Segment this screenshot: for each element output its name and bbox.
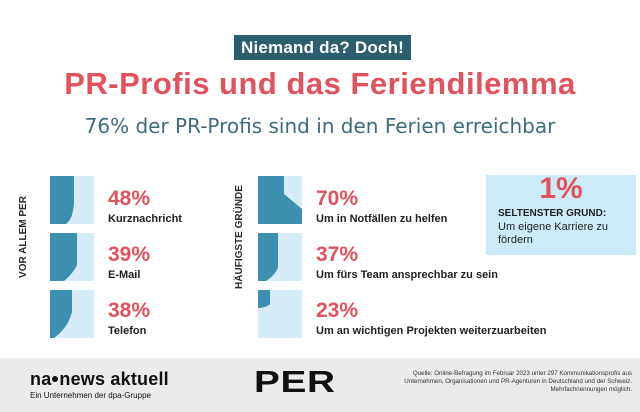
value-telefon: 38% <box>108 299 151 322</box>
logo-news-text: news aktuell <box>59 369 169 389</box>
value-kurznachricht: 48% <box>108 187 151 210</box>
value-email: 39% <box>108 243 151 266</box>
per-logo: PER <box>254 364 336 399</box>
chart-mark-team <box>258 233 302 281</box>
callout-text: Um eigene Karriere zu fördern <box>498 221 609 246</box>
news-aktuell-logo: na news aktuell <box>30 368 169 390</box>
chart-mark-email <box>50 233 94 281</box>
label-notfaelle: Um in Notfällen zu helfen <box>316 213 448 225</box>
callout-value: 1% <box>539 172 583 205</box>
chart-mark-notfaelle <box>258 176 302 224</box>
callout-title: SELTENSTER GRUND: <box>498 208 607 219</box>
label-projekte: Um an wichtigen Projekten weiterzuarbeit… <box>316 325 547 337</box>
chart-mark-telefon <box>50 290 94 338</box>
section-label-reasons: HÄUFIGSTE GRÜNDE <box>234 185 245 289</box>
chart-mark-projekte <box>258 290 302 338</box>
logo-na-text: na <box>30 369 52 389</box>
value-team: 37% <box>316 243 359 266</box>
label-email: E-Mail <box>108 269 141 281</box>
callout-box: 1% SELTENSTER GRUND: Um eigene Karriere … <box>486 172 636 255</box>
footer-bar <box>0 358 640 412</box>
label-telefon: Telefon <box>108 325 147 337</box>
page-subtitle: 76% der PR-Profis sind in den Ferien err… <box>84 114 556 138</box>
logo-dot-icon <box>52 376 59 383</box>
source-note: Quelle: Online-Befragung im Februar 2023… <box>404 370 632 393</box>
section-label-channels: VOR ALLEM PER <box>18 196 29 278</box>
chart-mark-kurznachricht <box>50 176 94 224</box>
label-team: Um fürs Team ansprechbar zu sein <box>316 269 498 281</box>
logo-subline: Ein Unternehmen der dpa-Gruppe <box>30 391 151 400</box>
label-kurznachricht: Kurznachricht <box>108 213 182 225</box>
value-notfaelle: 70% <box>316 187 359 210</box>
value-projekte: 23% <box>316 299 359 322</box>
page-title: PR-Profis und das Feriendilemma <box>64 66 576 101</box>
kicker-badge: Niemand da? Doch! <box>234 35 412 60</box>
